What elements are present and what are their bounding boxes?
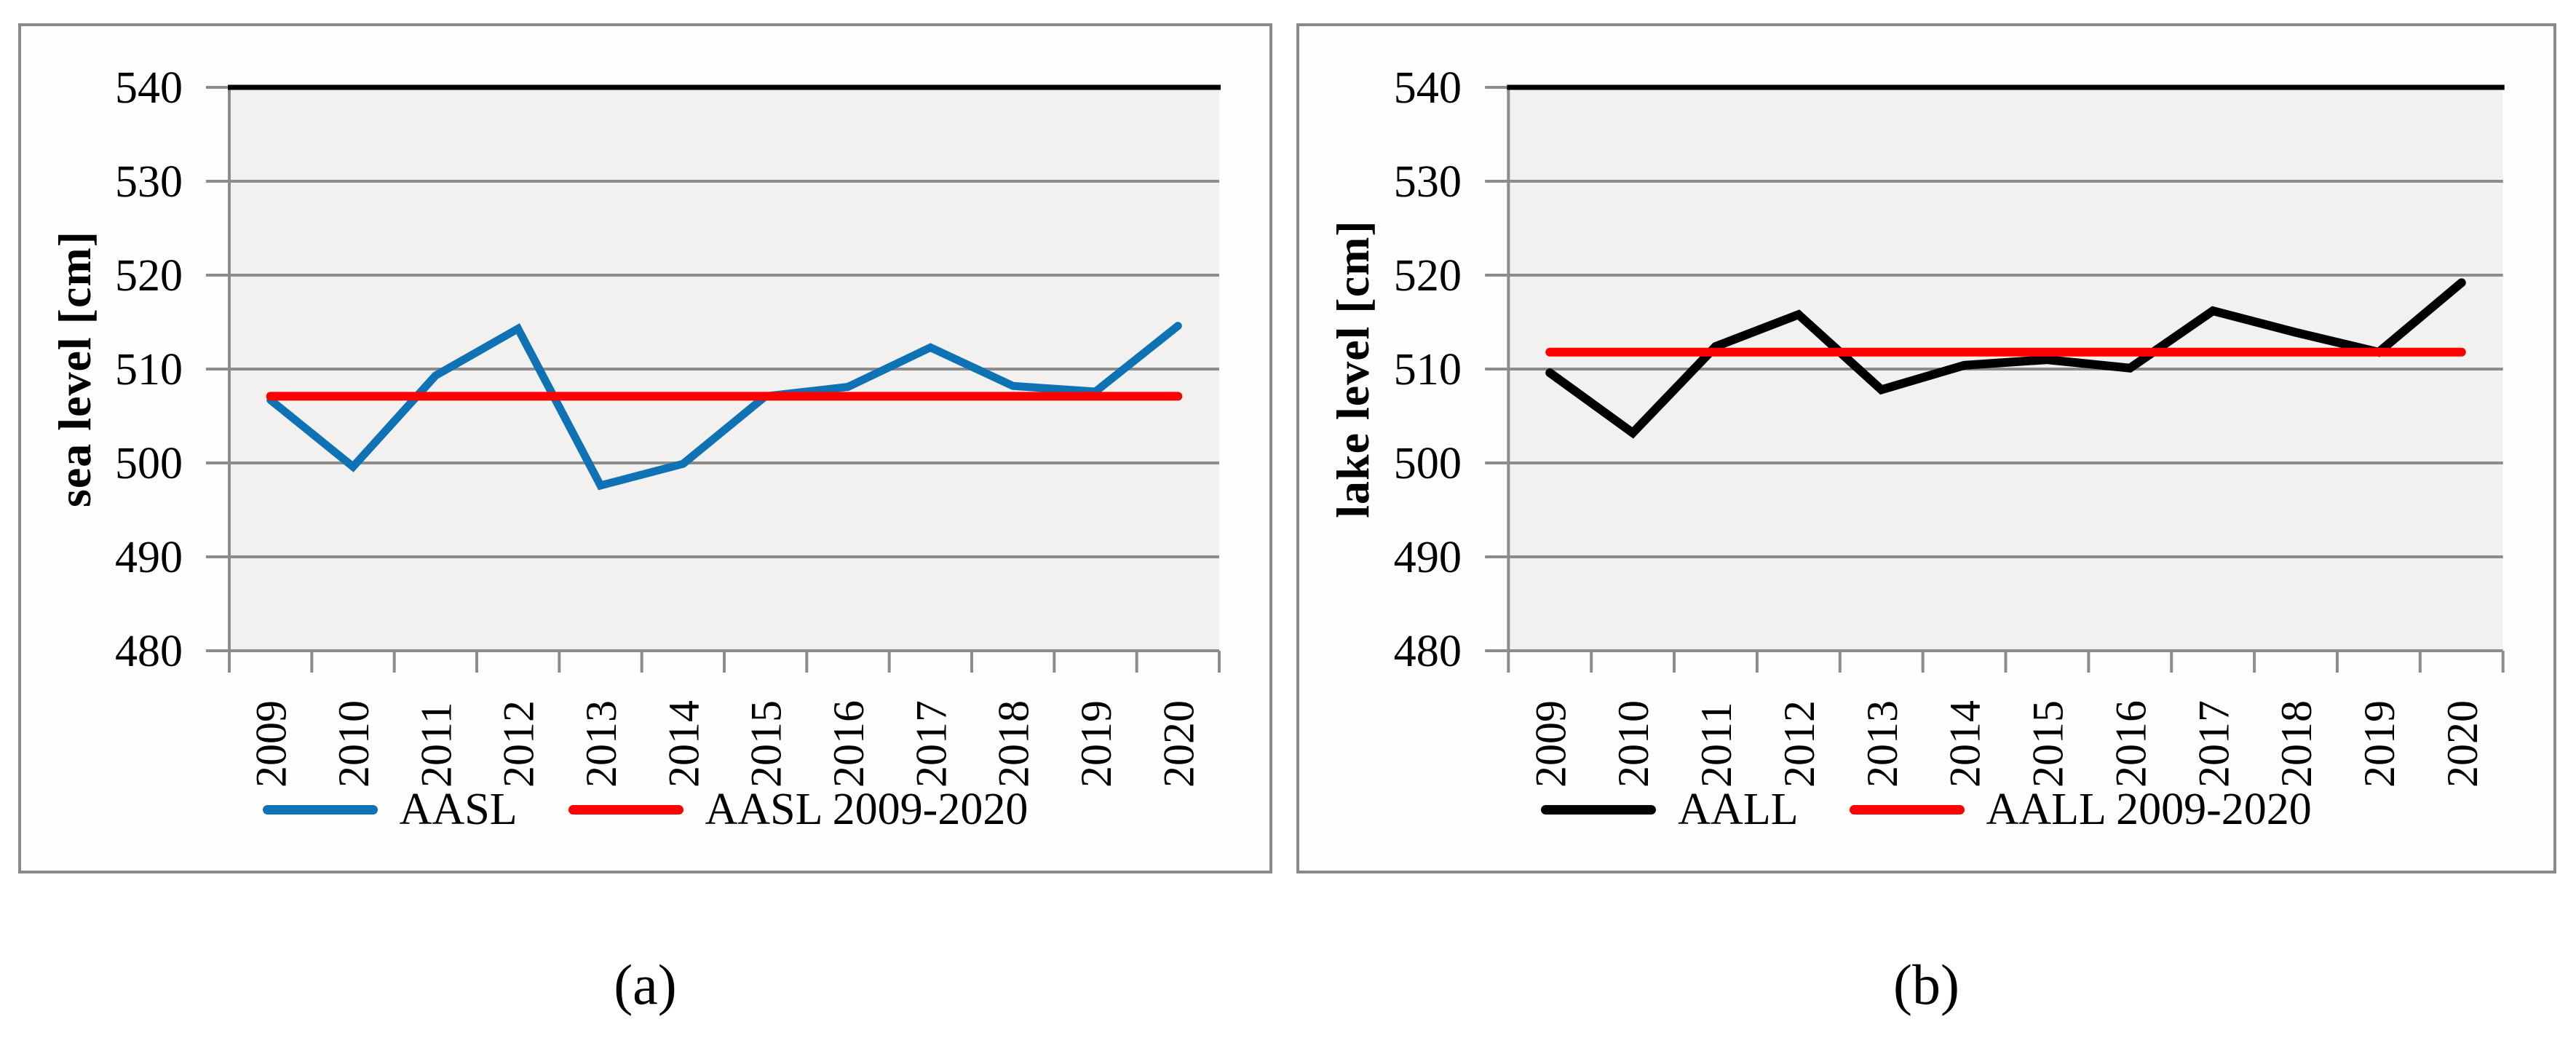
y-tick-label: 510 [1394, 345, 1462, 395]
x-tick-label: 2015 [2024, 700, 2072, 788]
x-tick-label: 2016 [825, 700, 873, 788]
y-tick-label: 540 [115, 63, 183, 113]
x-tick-label: 2009 [247, 700, 296, 788]
x-tick-label: 2019 [1072, 700, 1120, 788]
x-tick-label: 2013 [577, 700, 625, 788]
y-tick-label: 480 [115, 627, 183, 676]
y-tick-label: 490 [1394, 533, 1462, 582]
x-tick-label: 2020 [2438, 700, 2487, 788]
x-tick-label: 2017 [907, 700, 955, 788]
y-tick-label: 530 [115, 157, 183, 207]
legend-label: AALL [1678, 784, 1799, 834]
chart-panel-a: 540 530 520 510 500 490 480 2009 2010 2011 2012 201… [18, 23, 1272, 873]
x-tick-label: 2014 [1941, 700, 1990, 788]
x-tick-label: 2012 [495, 700, 543, 788]
y-tick-label: 510 [115, 345, 183, 395]
legend-label: AASL 2009-2020 [705, 784, 1029, 834]
x-tick-label: 2020 [1154, 700, 1202, 788]
legend-swatch-icon [262, 804, 378, 815]
legend-item: AALL 2009-2020 [1849, 784, 2312, 836]
caption-b: (b) [1893, 953, 1959, 1016]
sea-level-chart-svg: 540 530 520 510 500 490 480 2009 2010 2011 2012 201… [115, 63, 1221, 788]
y-tick-label: 540 [1394, 63, 1462, 113]
chart-panel-b: 540 530 520 510 500 490 480 2009 2010 2011 2012 201… [1296, 23, 2556, 873]
series-line-AASL [266, 322, 1182, 491]
x-tick-label: 2019 [2355, 700, 2404, 788]
y-tick-label: 490 [115, 533, 183, 582]
x-tick-label: 2017 [2189, 700, 2238, 788]
legend-item: AASL 2009-2020 [568, 784, 1029, 836]
legend-item: AASL [262, 784, 518, 836]
y-tick-label: 500 [1394, 439, 1462, 488]
x-tick-label: 2016 [2107, 700, 2155, 788]
x-tick-label: 2012 [1775, 700, 1824, 788]
legend: AALL AALL 2009-2020 [1299, 780, 2553, 839]
y-tick-label: 480 [1394, 627, 1462, 676]
x-tick-label: 2014 [659, 700, 708, 788]
y-axis-title: sea level [cm] [49, 230, 100, 508]
y-axis-title: lake level [cm] [1327, 220, 1379, 518]
legend-item: AALL [1541, 784, 1799, 836]
legend-swatch-icon [1849, 804, 1965, 815]
x-tick-label: 2010 [330, 700, 378, 788]
legend-label: AASL [399, 784, 518, 834]
y-tick-label: 530 [1394, 157, 1462, 207]
x-tick-label: 2011 [412, 702, 460, 788]
lake-level-chart-svg: 540 530 520 510 500 490 480 2009 2010 2011 2012 201… [1394, 63, 2505, 788]
legend-label: AALL 2009-2020 [1986, 784, 2312, 834]
x-tick-label: 2013 [1858, 700, 1907, 788]
x-tick-label: 2018 [2272, 700, 2321, 788]
x-tick-label: 2018 [990, 700, 1038, 788]
caption-a: (a) [614, 953, 677, 1016]
y-tick-label: 520 [115, 251, 183, 301]
legend: AASL AASL 2009-2020 [21, 780, 1269, 839]
y-tick-label: 500 [115, 439, 183, 488]
x-tick-label: 2010 [1609, 700, 1658, 788]
y-tick-label: 520 [1394, 251, 1462, 301]
x-tick-label: 2009 [1526, 700, 1575, 788]
x-tick-label: 2011 [1692, 702, 1741, 788]
legend-swatch-icon [568, 804, 683, 815]
legend-swatch-icon [1541, 804, 1657, 815]
x-tick-label: 2015 [742, 700, 790, 788]
series-line-AALL [1545, 278, 2466, 439]
